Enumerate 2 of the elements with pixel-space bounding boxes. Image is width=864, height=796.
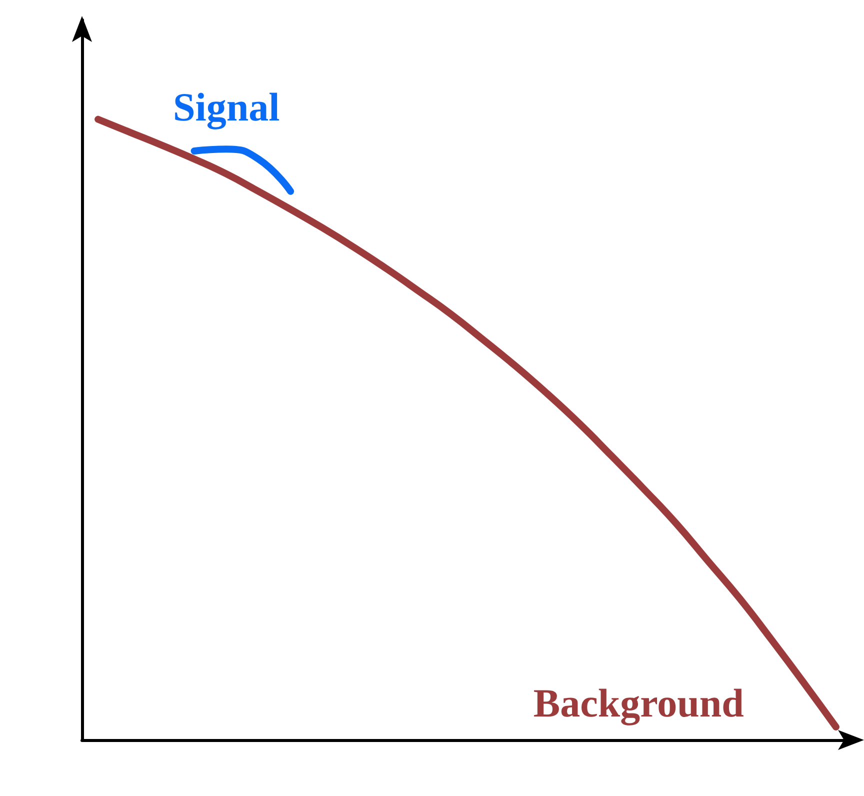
series-label: Background [533,680,744,726]
series-label: Signal [173,84,280,130]
